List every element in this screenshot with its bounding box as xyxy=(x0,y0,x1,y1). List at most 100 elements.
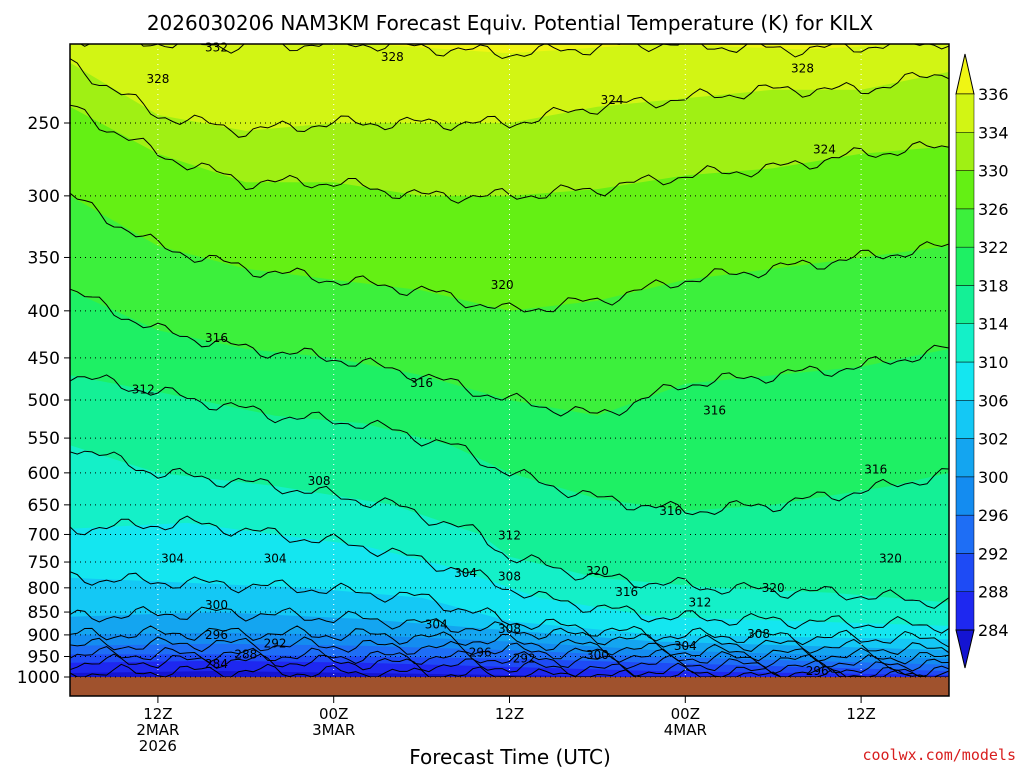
y-tick-label: 700 xyxy=(28,525,60,545)
colorbar-label: 306 xyxy=(978,391,1009,410)
y-tick-label: 500 xyxy=(28,391,60,411)
contour-302 xyxy=(70,606,949,655)
contour-318 xyxy=(70,374,949,516)
contour-label: 312 xyxy=(132,382,155,396)
contour-label: 320 xyxy=(491,278,514,292)
contour-label: 316 xyxy=(410,376,433,390)
colorbar-swatch xyxy=(955,170,975,210)
colorbar-swatch xyxy=(955,361,975,401)
chart-title: 2026030206 NAM3KM Forecast Equiv. Potent… xyxy=(147,11,874,35)
colorbar-label: 322 xyxy=(978,238,1009,257)
colorbar-label: 318 xyxy=(978,276,1009,295)
colorbar-label: 296 xyxy=(978,506,1009,525)
y-tick-label: 450 xyxy=(28,349,60,369)
contour-label: 312 xyxy=(498,529,521,543)
contour-label: 304 xyxy=(161,551,184,565)
y-tick-label: 850 xyxy=(28,603,60,623)
contour-label: 304 xyxy=(674,639,697,653)
contour-label: 300 xyxy=(205,598,228,612)
contour-label: 296 xyxy=(469,645,492,659)
x-axis-label: Forecast Time (UTC) xyxy=(409,745,611,768)
x-tick-label: 00Z xyxy=(671,705,700,723)
contour-label: 316 xyxy=(205,331,228,345)
y-tick-label: 350 xyxy=(28,248,60,268)
fill-band-336 xyxy=(70,44,949,54)
contour-label: 296 xyxy=(205,628,228,642)
colorbar-swatch xyxy=(955,93,975,133)
contour-label: 328 xyxy=(381,50,404,64)
contour-292 xyxy=(70,646,949,677)
contour-label: 316 xyxy=(864,463,887,477)
colorbar-swatch xyxy=(955,591,975,631)
y-tick-label: 950 xyxy=(28,648,60,668)
colorbar-swatch xyxy=(955,476,975,516)
colorbar-swatch xyxy=(955,553,975,592)
x-tick-label: 12Z xyxy=(143,705,172,723)
y-tick-label: 300 xyxy=(28,187,60,207)
colorbar-swatch xyxy=(955,208,975,248)
contour-label: 304 xyxy=(264,551,287,565)
contour-label: 332 xyxy=(205,41,228,55)
colorbar-label: 336 xyxy=(978,85,1009,104)
contour-label: 308 xyxy=(308,474,331,488)
colorbar-swatch xyxy=(955,514,975,554)
colorbar: 336 334 330 326 322 318 314 310 306 302 300 296 292 2… xyxy=(955,53,1009,669)
contour-label: 300 xyxy=(586,648,609,662)
contour-label: 328 xyxy=(791,61,814,75)
contour-334 xyxy=(70,58,949,138)
contour-label: 324 xyxy=(601,93,624,107)
contour-label: 316 xyxy=(659,504,682,518)
y-tick-label: 400 xyxy=(28,302,60,322)
contour-label: 296 xyxy=(806,664,829,678)
contour-label: 284 xyxy=(205,657,228,671)
contour-label: 292 xyxy=(513,652,536,666)
contour-284 xyxy=(70,663,949,677)
contour-label: 328 xyxy=(146,72,169,86)
colorbar-label: 284 xyxy=(978,621,1009,640)
colorbar-swatch xyxy=(955,285,975,324)
x-tick-label: 4MAR xyxy=(664,721,707,739)
y-tick-label: 750 xyxy=(28,553,60,573)
pressure-axis: 250 300 350 400 450 500 550 600 650 700 750 800 850 9… xyxy=(17,114,70,688)
y-tick-label: 600 xyxy=(28,464,60,484)
colorbar-label: 330 xyxy=(978,162,1009,181)
y-tick-label: 900 xyxy=(28,626,60,646)
y-tick-label: 1000 xyxy=(17,668,60,688)
x-tick-label: 12Z xyxy=(495,705,524,723)
colorbar-label: 300 xyxy=(978,468,1009,487)
x-tick-label: 12Z xyxy=(846,705,875,723)
contour-288 xyxy=(70,653,949,677)
contour-326 xyxy=(70,192,949,313)
x-tick-label: 2026 xyxy=(139,737,177,755)
contour-label: 288 xyxy=(234,647,257,661)
colorbar-swatch xyxy=(955,132,975,171)
watermark: coolwx.com/models xyxy=(862,746,1016,764)
colorbar-swatch xyxy=(955,438,975,478)
colorbar-label: 302 xyxy=(978,430,1009,449)
below-ground-terrain xyxy=(70,677,949,696)
contour-label: 320 xyxy=(762,581,785,595)
contour-label: 304 xyxy=(425,618,448,632)
y-tick-label: 550 xyxy=(28,429,60,449)
colorbar-swatch xyxy=(955,246,975,286)
colorbar-bottom-arrow xyxy=(955,629,975,669)
contour-label: 308 xyxy=(498,622,521,636)
y-tick-label: 250 xyxy=(28,114,60,134)
contour-label: 320 xyxy=(879,551,902,565)
contour-322 xyxy=(70,288,949,417)
colorbar-label: 292 xyxy=(978,544,1009,563)
contour-label: 304 xyxy=(454,566,477,580)
contour-label: 308 xyxy=(747,627,770,641)
colorbar-label: 288 xyxy=(978,583,1009,602)
y-tick-label: 800 xyxy=(28,579,60,599)
contour-label: 316 xyxy=(703,403,726,417)
contour-label: 308 xyxy=(498,570,521,584)
contour-label: 292 xyxy=(264,637,287,651)
colorbar-swatch xyxy=(955,400,975,439)
colorbar-label: 326 xyxy=(978,200,1009,219)
contour-label: 316 xyxy=(615,585,638,599)
colorbar-label: 310 xyxy=(978,353,1009,372)
y-tick-label: 650 xyxy=(28,496,60,516)
contour-label: 324 xyxy=(813,142,836,156)
